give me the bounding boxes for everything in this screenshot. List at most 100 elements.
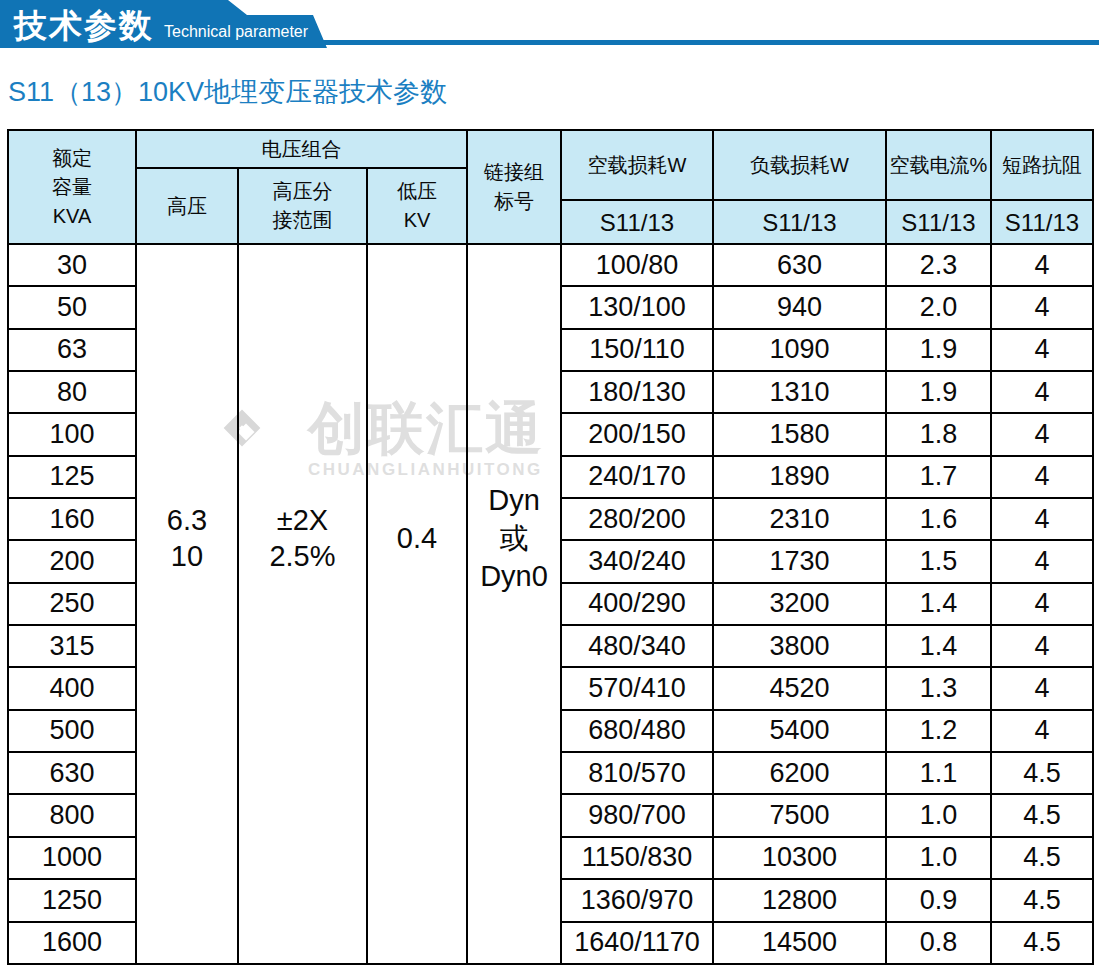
impedance-cell: 4.5 <box>991 794 1093 836</box>
subheader-s11-13: S11/13 <box>886 200 991 244</box>
hv-merged-cell: 6.3 10 <box>136 244 238 964</box>
capacity-cell: 63 <box>8 329 136 371</box>
impedance-cell: 4.5 <box>991 922 1093 964</box>
col-header-hv: 高压 <box>136 168 238 244</box>
vector-group-merged-cell: Dyn 或 Dyn0 <box>467 244 561 964</box>
no-load-loss-cell: 680/480 <box>561 710 713 752</box>
no-load-current-cell: 1.3 <box>886 667 991 709</box>
subheader-s11-13: S11/13 <box>561 200 713 244</box>
load-loss-cell: 14500 <box>713 922 886 964</box>
banner-title-en: Technical parameter <box>154 24 308 46</box>
no-load-loss-cell: 810/570 <box>561 752 713 794</box>
banner-strip <box>305 40 1099 45</box>
no-load-loss-cell: 400/290 <box>561 583 713 625</box>
impedance-cell: 4 <box>991 244 1093 286</box>
col-header-impedance: 短路抗阻 <box>991 130 1093 200</box>
no-load-current-cell: 0.8 <box>886 922 991 964</box>
no-load-current-cell: 1.0 <box>886 837 991 879</box>
impedance-cell: 4.5 <box>991 837 1093 879</box>
col-header-no-load-current: 空载电流% <box>886 130 991 200</box>
capacity-cell: 800 <box>8 794 136 836</box>
capacity-cell: 50 <box>8 286 136 328</box>
table-body: 306.3 10±2X 2.5%0.4Dyn 或 Dyn0100/806302.… <box>8 244 1093 964</box>
no-load-loss-cell: 180/130 <box>561 371 713 413</box>
no-load-current-cell: 0.9 <box>886 879 991 921</box>
load-loss-cell: 1730 <box>713 540 886 582</box>
impedance-cell: 4.5 <box>991 752 1093 794</box>
header-row-1: 额定 容量 KVA 电压组合 链接组 标号 空载损耗W 负载损耗W 空载电流% … <box>8 130 1093 168</box>
capacity-cell: 80 <box>8 371 136 413</box>
capacity-cell: 160 <box>8 498 136 540</box>
impedance-cell: 4 <box>991 329 1093 371</box>
capacity-cell: 500 <box>8 710 136 752</box>
load-loss-cell: 10300 <box>713 837 886 879</box>
table-section: 创联汇通 CHUANGLIANHUITONG 额定 容量 KVA 电压组合 链接… <box>7 129 1092 965</box>
impedance-cell: 4 <box>991 371 1093 413</box>
col-header-lv: 低压 KV <box>367 168 467 244</box>
header-banner: 技术参数 Technical parameter <box>0 0 1099 48</box>
no-load-current-cell: 1.9 <box>886 371 991 413</box>
subheader-s11-13: S11/13 <box>713 200 886 244</box>
no-load-loss-cell: 240/170 <box>561 456 713 498</box>
col-header-rated-capacity: 额定 容量 KVA <box>8 130 136 244</box>
no-load-loss-cell: 980/700 <box>561 794 713 836</box>
impedance-cell: 4 <box>991 540 1093 582</box>
capacity-cell: 315 <box>8 625 136 667</box>
capacity-cell: 630 <box>8 752 136 794</box>
capacity-cell: 1000 <box>8 837 136 879</box>
no-load-loss-cell: 280/200 <box>561 498 713 540</box>
col-header-load-loss: 负载损耗W <box>713 130 886 200</box>
capacity-cell: 250 <box>8 583 136 625</box>
parameters-table: 额定 容量 KVA 电压组合 链接组 标号 空载损耗W 负载损耗W 空载电流% … <box>7 129 1094 965</box>
col-header-hv-tap-range: 高压分 接范围 <box>238 168 367 244</box>
load-loss-cell: 940 <box>713 286 886 328</box>
impedance-cell: 4 <box>991 498 1093 540</box>
page-title: S11（13）10KV地埋变压器技术参数 <box>8 76 1099 108</box>
load-loss-cell: 2310 <box>713 498 886 540</box>
no-load-current-cell: 1.9 <box>886 329 991 371</box>
load-loss-cell: 3200 <box>713 583 886 625</box>
col-header-vector-group: 链接组 标号 <box>467 130 561 244</box>
no-load-loss-cell: 340/240 <box>561 540 713 582</box>
capacity-cell: 1250 <box>8 879 136 921</box>
lv-merged-cell: 0.4 <box>367 244 467 964</box>
capacity-cell: 400 <box>8 667 136 709</box>
load-loss-cell: 1090 <box>713 329 886 371</box>
no-load-current-cell: 1.0 <box>886 794 991 836</box>
impedance-cell: 4 <box>991 286 1093 328</box>
load-loss-cell: 7500 <box>713 794 886 836</box>
load-loss-cell: 1310 <box>713 371 886 413</box>
no-load-loss-cell: 570/410 <box>561 667 713 709</box>
no-load-loss-cell: 150/110 <box>561 329 713 371</box>
no-load-current-cell: 1.8 <box>886 413 991 455</box>
no-load-loss-cell: 1150/830 <box>561 837 713 879</box>
impedance-cell: 4 <box>991 710 1093 752</box>
load-loss-cell: 630 <box>713 244 886 286</box>
no-load-current-cell: 1.5 <box>886 540 991 582</box>
load-loss-cell: 1580 <box>713 413 886 455</box>
load-loss-cell: 5400 <box>713 710 886 752</box>
capacity-cell: 125 <box>8 456 136 498</box>
impedance-cell: 4 <box>991 625 1093 667</box>
table-row: 306.3 10±2X 2.5%0.4Dyn 或 Dyn0100/806302.… <box>8 244 1093 286</box>
load-loss-cell: 12800 <box>713 879 886 921</box>
no-load-current-cell: 1.7 <box>886 456 991 498</box>
no-load-loss-cell: 480/340 <box>561 625 713 667</box>
no-load-loss-cell: 100/80 <box>561 244 713 286</box>
col-header-voltage-group: 电压组合 <box>136 130 467 168</box>
impedance-cell: 4 <box>991 413 1093 455</box>
load-loss-cell: 6200 <box>713 752 886 794</box>
impedance-cell: 4.5 <box>991 879 1093 921</box>
impedance-cell: 4 <box>991 583 1093 625</box>
banner-title-zh: 技术参数 <box>14 5 154 46</box>
no-load-current-cell: 2.3 <box>886 244 991 286</box>
no-load-loss-cell: 200/150 <box>561 413 713 455</box>
load-loss-cell: 4520 <box>713 667 886 709</box>
no-load-current-cell: 1.2 <box>886 710 991 752</box>
no-load-current-cell: 1.4 <box>886 625 991 667</box>
banner-main: 技术参数 Technical parameter <box>0 0 332 48</box>
subheader-s11-13: S11/13 <box>991 200 1093 244</box>
load-loss-cell: 3800 <box>713 625 886 667</box>
no-load-current-cell: 2.0 <box>886 286 991 328</box>
impedance-cell: 4 <box>991 456 1093 498</box>
